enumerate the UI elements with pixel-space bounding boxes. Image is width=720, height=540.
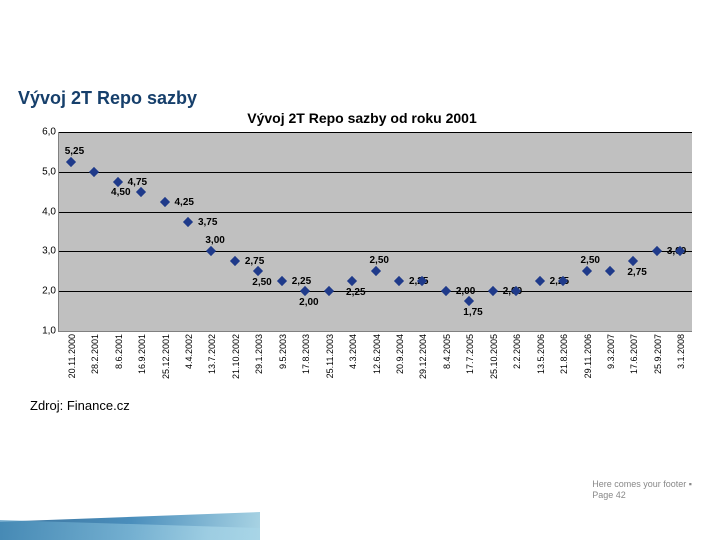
footer-bullet-icon: ▪	[689, 479, 692, 489]
chart-point-label: 2,25	[292, 276, 311, 287]
chart-xtick-label: 4.3.2004	[348, 334, 358, 369]
chart-ytick-label: 4,0	[35, 206, 59, 217]
chart-point-label: 4,50	[111, 187, 130, 198]
chart-xtick-label: 25.10.2005	[489, 334, 499, 379]
chart-xtick-label: 25.9.2007	[653, 334, 663, 374]
chart-xtick-label: 8.6.2001	[114, 334, 124, 369]
chart-xtick-label: 17.7.2005	[465, 334, 475, 374]
chart-xtick-label: 25.11.2003	[325, 334, 335, 378]
footer-page: Page 42	[592, 490, 626, 500]
chart-container: Vývoj 2T Repo sazby od roku 2001 1,02,03…	[32, 110, 692, 410]
chart-point-label: 1,75	[463, 307, 482, 318]
chart-xtick-label: 21.10.2002	[231, 334, 241, 379]
chart-point-label: 2,75	[627, 267, 646, 278]
chart-xtick-label: 29.1.2003	[254, 334, 264, 374]
chart-ytick-label: 6,0	[35, 127, 59, 138]
chart-xtick-label: 4.4.2002	[184, 334, 194, 369]
chart-gridline	[59, 251, 692, 252]
chart-gridline	[59, 291, 692, 292]
slide-title-text: Vývoj 2T Repo sazby	[18, 88, 197, 108]
chart-point-label: 4,75	[128, 177, 147, 188]
footer-text: Here comes your footer	[592, 479, 686, 489]
chart-xtick-label: 13.7.2002	[207, 334, 217, 374]
chart-xtick-label: 28.2.2001	[90, 334, 100, 374]
chart-title: Vývoj 2T Repo sazby od roku 2001	[32, 110, 692, 126]
chart-xtick-label: 9.5.2003	[278, 334, 288, 369]
chart-point-label: 3,00	[205, 235, 224, 246]
source-text: Zdroj: Finance.cz	[30, 398, 130, 413]
chart-gridline	[59, 172, 692, 173]
chart-ytick-label: 3,0	[35, 246, 59, 257]
chart-xtick-label: 9.3.2007	[606, 334, 616, 369]
chart-ytick-label: 5,0	[35, 166, 59, 177]
chart-xtick-label: 3.1.2008	[676, 334, 686, 369]
chart-point-label: 2,50	[581, 255, 600, 266]
chart-xtick-label: 29.11.2006	[583, 334, 593, 378]
chart-point-label: 2,50	[252, 277, 271, 288]
chart-plot-area: 1,02,03,04,05,06,020.11.200028.2.20018.6…	[58, 132, 692, 332]
footer: Here comes your footer ▪ Page 42	[592, 479, 692, 502]
chart-point-label: 2,25	[346, 287, 365, 298]
chart-ytick-label: 2,0	[35, 286, 59, 297]
chart-xtick-label: 12.6.2004	[372, 334, 382, 374]
chart-xtick-label: 17.6.2007	[629, 334, 639, 374]
chart-xtick-label: 20.9.2004	[395, 334, 405, 374]
chart-gridline	[59, 132, 692, 133]
slide-title: Vývoj 2T Repo sazby	[18, 88, 197, 109]
chart-point-label: 5,25	[65, 146, 84, 157]
chart-xtick-label: 16.9.2001	[137, 334, 147, 374]
chart-xtick-label: 8.4.2005	[442, 334, 452, 369]
chart-point-label: 2,75	[245, 256, 264, 267]
chart-plot-bg	[59, 132, 692, 331]
chart-xtick-label: 17.8.2003	[301, 334, 311, 374]
chart-point-label: 2,00	[299, 297, 318, 308]
chart-xtick-label: 13.5.2006	[536, 334, 546, 374]
chart-point-label: 3,75	[198, 217, 217, 228]
chart-xtick-label: 21.8.2006	[559, 334, 569, 374]
chart-xtick-label: 20.11.2000	[67, 334, 77, 378]
chart-point-label: 2,50	[370, 255, 389, 266]
chart-xtick-label: 2.2.2006	[512, 334, 522, 369]
chart-ytick-label: 1,0	[35, 326, 59, 337]
chart-xtick-label: 25.12.2001	[161, 334, 171, 379]
chart-xtick-label: 29.12.2004	[418, 334, 428, 379]
chart-point-label: 4,25	[174, 197, 193, 208]
chart-point-label: 2,00	[456, 286, 475, 297]
chart-gridline	[59, 212, 692, 213]
